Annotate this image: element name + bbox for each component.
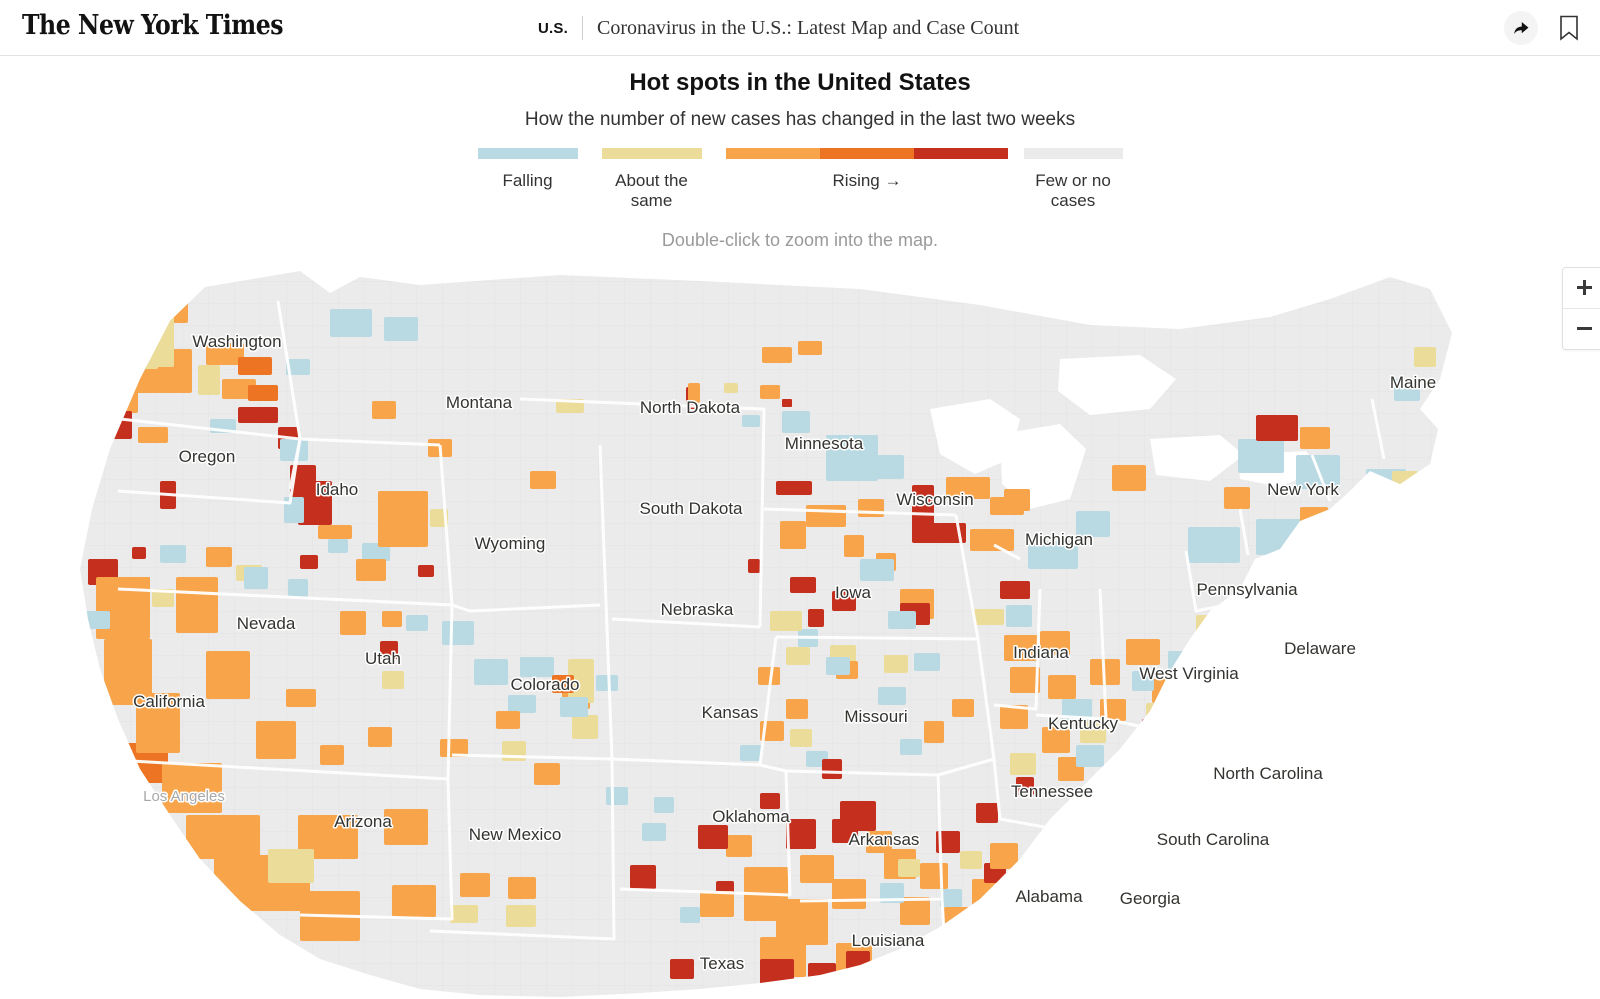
state-label-south-carolina: South Carolina [1157,830,1270,849]
map-legend: Falling About the same Rising → Few or n… [477,147,1123,211]
legend-item-few-or-no-cases: Few or no cases [1023,147,1123,211]
state-label-maine: Maine [1390,373,1436,392]
chart-subtitle: How the number of new cases has changed … [524,109,1076,130]
save-button[interactable] [1556,11,1582,45]
legend-label-about-the-same: About the same [615,170,688,210]
state-boundaries [95,300,1386,999]
legend-label-falling: Falling [502,170,553,190]
legend-item-falling: Falling [477,147,578,191]
nyt-masthead-logo[interactable]: The New York Times [22,10,284,41]
state-label-colorado: Colorado [511,675,580,694]
state-label-arizona: Arizona [334,812,392,831]
state-label-new-york: New York [1267,480,1339,499]
state-label-louisiana: Louisiana [852,931,925,950]
state-label-pennsylvania: Pennsylvania [1196,580,1298,599]
state-label-minnesota: Minnesota [785,434,864,453]
state-label-michigan: Michigan [1025,530,1093,549]
state-label-montana: Montana [446,393,513,412]
state-label-north-dakota: North Dakota [640,398,741,417]
city-label-los-angeles: Los Angeles [143,788,225,805]
zoom-in-button[interactable] [1563,267,1600,308]
state-label-kansas: Kansas [702,703,759,722]
state-label-utah: Utah [365,649,401,668]
state-label-west-virginia: West Virginia [1139,664,1239,683]
article-headline-link[interactable]: Coronavirus in the U.S.: Latest Map and … [596,16,1020,39]
state-label-georgia: Georgia [1120,889,1181,908]
state-label-idaho: Idaho [316,480,359,499]
legend-swatch-few-or-no-cases [1023,147,1123,159]
state-label-iowa: Iowa [835,583,871,602]
state-label-alabama: Alabama [1015,887,1083,906]
legend-label-few-or-no-cases: Few or no cases [1035,170,1111,210]
legend-swatch-about-the-same [601,147,702,159]
breadcrumb: U.S. Coronavirus in the U.S.: Latest Map… [538,0,1019,56]
site-header: The New York Times U.S. Coronavirus in t… [0,0,1600,56]
state-label-missouri: Missouri [844,707,907,726]
state-label-oklahoma: Oklahoma [712,807,790,826]
share-button[interactable] [1504,11,1538,45]
breadcrumb-divider [581,16,583,40]
bookmark-icon [1560,15,1578,41]
state-label-north-carolina: North Carolina [1213,764,1323,783]
legend-swatch-rising [725,147,1009,159]
header-actions [1504,0,1582,56]
state-label-arkansas: Arkansas [849,830,920,849]
zoom-out-button[interactable] [1563,307,1600,349]
state-label-california: California [133,692,205,711]
section-kicker[interactable]: U.S. [538,19,568,37]
legend-swatch-falling [477,147,578,159]
state-label-washington: Washington [192,332,281,351]
chart-block: Hot spots in the United States How the n… [0,56,1600,251]
map-state-labels: Washington Oregon Idaho Montana North Da… [132,330,1438,974]
chart-title: Hot spots in the United States [629,69,971,96]
legend-label-rising: Rising → [832,170,902,190]
state-label-indiana: Indiana [1013,643,1069,662]
map-helper-text: Double-click to zoom into the map. [661,229,939,250]
state-label-nevada: Nevada [237,614,296,633]
state-label-wisconsin: Wisconsin [896,490,973,509]
state-label-texas: Texas [700,954,744,973]
state-label-south-dakota: South Dakota [639,499,743,518]
state-label-kentucky: Kentucky [1048,714,1118,733]
state-label-new-mexico: New Mexico [469,825,562,844]
state-label-nebraska: Nebraska [661,600,734,619]
state-label-delaware: Delaware [1284,639,1356,658]
map-city-labels: Los Angeles [142,786,227,806]
minus-icon [1576,327,1592,331]
choropleth-map[interactable]: Washington Oregon Idaho Montana North Da… [0,259,1600,999]
state-label-tennessee: Tennessee [1011,782,1093,801]
map-zoom-controls[interactable] [1562,266,1600,350]
map-canvas[interactable]: Washington Oregon Idaho Montana North Da… [0,259,1600,999]
state-label-oregon: Oregon [179,447,236,466]
plus-icon [1576,280,1592,296]
state-label-wyoming: Wyoming [475,534,546,553]
legend-item-about-the-same: About the same [601,147,702,211]
share-arrow-icon [1514,22,1529,34]
legend-item-rising: Rising → [725,147,1009,191]
